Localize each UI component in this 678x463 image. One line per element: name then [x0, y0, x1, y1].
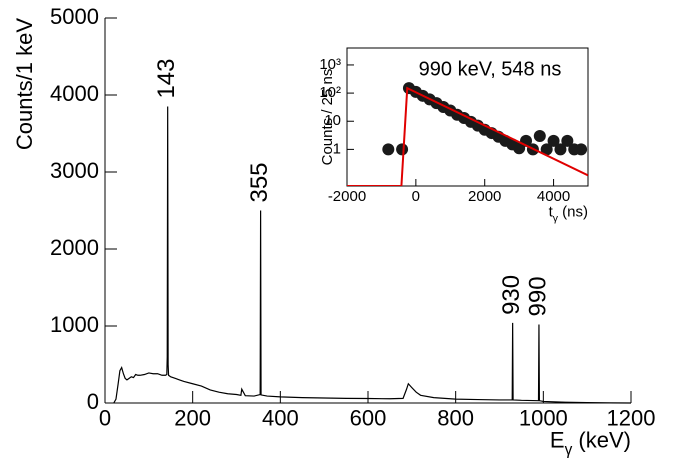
y-axis-label: Counts / 25 ns	[319, 69, 336, 166]
data-point	[540, 143, 553, 156]
x-tick-label: 600	[350, 405, 387, 430]
peak-label: 990	[524, 276, 551, 316]
data-point	[382, 143, 395, 156]
x-tick-label: 0	[412, 188, 420, 205]
x-axis-label: Eγ (keV)	[550, 427, 631, 458]
y-axis-label: Counts/1 keV	[12, 18, 37, 150]
data-line	[347, 86, 588, 186]
x-tick-label: 0	[99, 405, 111, 430]
data-point	[547, 134, 560, 147]
x-axis-label-part: (ns)	[558, 203, 588, 220]
x-axis-label-part: (keV)	[572, 427, 631, 452]
data-point	[396, 143, 409, 156]
x-axis-label-part: t	[549, 203, 554, 220]
y-tick-label: 3000	[50, 158, 99, 183]
chart-title: 990 keV, 548 ns	[419, 58, 562, 80]
data-point	[533, 129, 546, 142]
x-tick-label: 200	[174, 405, 211, 430]
x-tick-label: -2000	[328, 188, 366, 205]
y-tick-label: 5000	[50, 4, 99, 29]
data-point	[554, 143, 567, 156]
data-line	[113, 106, 632, 404]
x-tick-label: 1200	[607, 405, 656, 430]
y-tick-label: 10³	[319, 56, 341, 73]
x-tick-label: 400	[262, 405, 299, 430]
x-tick-label: 4000	[537, 188, 570, 205]
y-tick-label: 4000	[50, 81, 99, 106]
x-tick-label: 2000	[468, 188, 501, 205]
x-axis-label-part: γ	[553, 212, 559, 224]
x-axis-label-part: γ	[565, 441, 573, 458]
data-point	[561, 134, 574, 147]
peak-label: 355	[246, 162, 273, 202]
y-tick-label: 0	[87, 389, 99, 414]
y-tick-label: 1	[333, 140, 341, 157]
y-tick-label: 1000	[50, 312, 99, 337]
x-axis-label: tγ (ns)	[549, 203, 588, 224]
y-tick-label: 10²	[319, 84, 341, 101]
x-tick-label: 1000	[519, 405, 568, 430]
peak-label: 930	[498, 275, 525, 315]
y-tick-label: 10	[324, 112, 341, 129]
peak-label: 143	[153, 59, 180, 99]
x-axis-label-part: E	[550, 427, 565, 452]
data-point	[575, 143, 588, 156]
plot: 0 200 400 600 800 1000 12000100020003000400050…	[12, 4, 656, 458]
x-tick-label: 800	[437, 405, 474, 430]
y-tick-label: 2000	[50, 235, 99, 260]
